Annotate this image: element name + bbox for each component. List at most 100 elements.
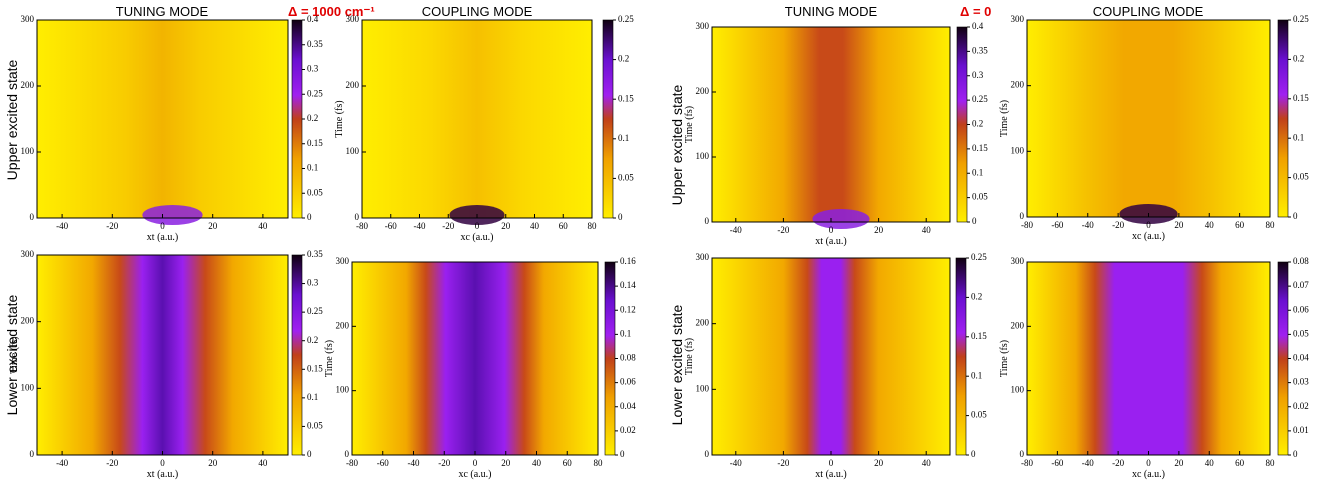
x-axis-label: xt (a.u.) (815, 236, 846, 247)
x-tick-label: 0 (1146, 220, 1151, 230)
y-tick-label: 200 (1011, 320, 1025, 330)
x-tick-label: -60 (377, 458, 389, 468)
x-tick-label: 0 (1146, 458, 1151, 468)
colorbar-tick-label: 0.25 (971, 252, 987, 262)
x-axis-label: xt (a.u.) (815, 469, 846, 480)
x-tick-label: 40 (922, 458, 932, 468)
y-tick-label: 300 (696, 252, 710, 262)
colorbar-tick-label: 0.2 (618, 54, 629, 64)
column-title: TUNING MODE (116, 4, 209, 19)
x-tick-label: 40 (530, 221, 540, 231)
y-tick-label: 200 (346, 80, 360, 90)
x-tick-label: -40 (56, 221, 68, 231)
heatmap (1027, 20, 1270, 217)
x-tick-label: -40 (56, 458, 68, 468)
y-axis-label: Time (fs) (999, 340, 1010, 377)
heatmap (352, 262, 598, 455)
colorbar-tick-label: 0.25 (307, 88, 323, 98)
colorbar-tick-label: 0.02 (620, 425, 636, 435)
heatmap-peak (812, 209, 870, 229)
colorbar-tick-label: 0.05 (1293, 172, 1309, 182)
y-tick-label: 300 (1011, 14, 1025, 24)
row-label: Upper excited state (669, 84, 685, 205)
colorbar-tick-label: 0.2 (307, 113, 318, 123)
y-tick-label: 100 (21, 146, 35, 156)
x-tick-label: -40 (408, 458, 420, 468)
heatmap (362, 20, 592, 218)
x-tick-label: 80 (594, 458, 604, 468)
x-tick-label: 20 (208, 221, 218, 231)
y-tick-label: 0 (30, 449, 35, 459)
x-tick-label: -40 (1082, 458, 1094, 468)
y-tick-label: 0 (345, 449, 350, 459)
colorbar (1277, 261, 1289, 456)
column-title: COUPLING MODE (422, 4, 533, 19)
y-axis-label: Time (fs) (684, 106, 695, 143)
y-tick-label: 200 (696, 86, 710, 96)
colorbar-tick-label: 0.4 (972, 21, 984, 31)
colorbar-tick-label: 0.35 (307, 39, 323, 49)
colorbar-tick-label: 0.08 (1293, 256, 1309, 266)
colorbar (1277, 19, 1289, 218)
colorbar-tick-label: 0.1 (971, 370, 982, 380)
x-tick-label: -60 (1051, 220, 1063, 230)
colorbar-tick-label: 0.2 (972, 119, 983, 129)
colorbar-tick-label: 0.05 (971, 410, 987, 420)
colorbar-tick-label: 0.04 (1293, 353, 1309, 363)
y-tick-label: 200 (21, 80, 35, 90)
x-tick-label: 40 (922, 225, 932, 235)
y-tick-label: 100 (346, 146, 360, 156)
y-tick-label: 100 (336, 385, 350, 395)
x-tick-label: 60 (1235, 220, 1245, 230)
colorbar-tick-label: 0.3 (972, 70, 984, 80)
y-tick-label: 200 (21, 316, 35, 326)
x-tick-label: 0 (160, 458, 165, 468)
x-tick-label: 40 (258, 458, 268, 468)
colorbar-tick-label: 0.03 (1293, 377, 1309, 387)
x-tick-label: -20 (106, 458, 118, 468)
colorbar-tick-label: 0.2 (1293, 53, 1304, 63)
colorbar-tick-label: 0.05 (1293, 328, 1309, 338)
x-axis-label: xc (a.u.) (1132, 231, 1165, 242)
colorbar-tick-label: 0.25 (307, 306, 323, 316)
colorbar-tick-label: 0.14 (620, 280, 636, 290)
x-tick-label: -20 (106, 221, 118, 231)
delta-label: Δ = 0 (960, 4, 991, 19)
colorbar-tick-label: 0.1 (307, 163, 318, 173)
heatmap (712, 258, 950, 455)
colorbar-tick-label: 0.1 (972, 167, 983, 177)
colorbar (291, 19, 303, 219)
colorbar (955, 257, 967, 456)
x-tick-label: 20 (874, 458, 884, 468)
x-tick-label: 20 (208, 458, 218, 468)
x-tick-label: -40 (730, 458, 742, 468)
colorbar-tick-label: 0.15 (972, 143, 988, 153)
x-tick-label: -40 (414, 221, 426, 231)
colorbar-tick-label: 0 (1293, 449, 1298, 459)
colorbar (956, 26, 968, 223)
row-label: Lower excited state (669, 304, 685, 425)
y-tick-label: 200 (336, 320, 350, 330)
x-tick-label: 0 (829, 458, 834, 468)
colorbar-tick-label: 0.15 (1293, 93, 1309, 103)
x-tick-label: 20 (1174, 458, 1184, 468)
x-tick-label: 0 (160, 221, 165, 231)
colorbar-tick-label: 0.1 (1293, 132, 1304, 142)
x-tick-label: -20 (438, 458, 450, 468)
column-title: COUPLING MODE (1093, 4, 1204, 19)
colorbar-tick-label: 0 (307, 449, 312, 459)
x-tick-label: -80 (356, 221, 368, 231)
x-tick-label: 80 (588, 221, 598, 231)
x-tick-label: 40 (532, 458, 542, 468)
x-tick-label: 80 (1266, 220, 1276, 230)
y-axis-label: Time (fs) (999, 100, 1010, 137)
colorbar-tick-label: 0.15 (618, 93, 634, 103)
y-axis-label: Time (fs) (334, 100, 345, 137)
colorbar-tick-label: 0.4 (307, 14, 319, 24)
y-tick-label: 100 (1011, 385, 1025, 395)
heatmap (37, 255, 288, 455)
x-tick-label: 20 (1174, 220, 1184, 230)
colorbar-tick-label: 0.1 (620, 328, 631, 338)
x-tick-label: 0 (829, 225, 834, 235)
